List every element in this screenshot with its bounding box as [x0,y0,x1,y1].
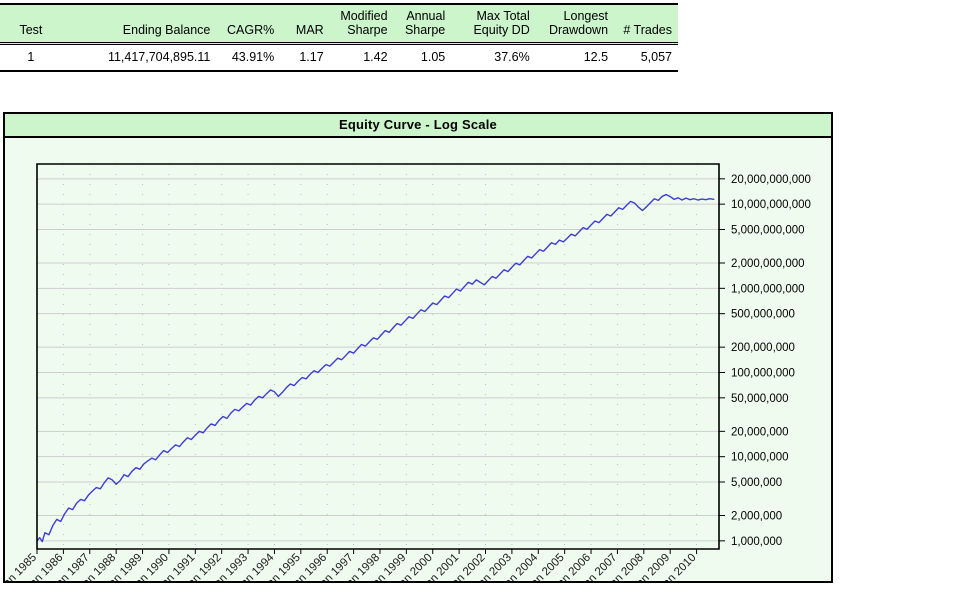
plot-frame [36,163,720,550]
table-row: 1 11,417,704,895.11 43.91% 1.17 1.42 1.0… [0,43,678,72]
y-axis-tick-label: 10,000,000 [731,452,789,464]
equity-curve-line [36,193,715,543]
y-axis-tick-label: 1,000,000,000 [731,283,805,295]
y-axis-tick-label: 5,000,000 [731,477,782,489]
cell-cagr: 43.91% [216,43,281,72]
chart-title-band [5,114,831,138]
cell-mar: 1.17 [280,43,330,72]
column-header-mar: MAR [280,3,330,45]
y-axis-tick-label: 200,000,000 [731,342,795,354]
equity-curve-panel: Equity Curve - Log Scale 20,000,000,000 1… [3,112,833,583]
y-axis-tick-label: 1,000,000 [731,536,782,548]
y-axis-tick-label: 500,000,000 [731,309,795,321]
y-axis-tick-label: 2,000,000,000 [731,258,805,270]
summary-stats-table: Test Ending Balance CAGR% MAR Modified S… [0,3,678,72]
y-axis-tick-label: 100,000,000 [731,368,795,380]
y-axis-tick-label: 20,000,000,000 [731,174,811,186]
column-header-longest-drawdown: Longest Drawdown [535,3,615,45]
equity-curve-plot: 20,000,000,000 10,000,000,000 5,000,000,00… [5,163,811,581]
y-axis-tick-label: 50,000,000 [731,393,789,405]
y-axis-tick-label: 5,000,000,000 [731,224,805,236]
column-header-modified-sharpe: Modified Sharpe [329,3,394,45]
table-header-row: Test Ending Balance CAGR% MAR Modified S… [0,3,678,45]
cell-modified-sharpe: 1.42 [329,43,394,72]
cell-test: 1 [0,43,62,72]
column-header-max-total-equity-dd: Max Total Equity DD [451,3,536,45]
column-header-test: Test [0,3,62,45]
y-axis-tick-label: 20,000,000 [731,426,789,438]
cell-annual-sharpe: 1.05 [393,43,452,72]
y-axis-tick-label: 10,000,000,000 [731,199,811,211]
cell-longest-drawdown: 12.5 [535,43,615,72]
cell-max-total-equity-dd: 37.6% [451,43,536,72]
y-axis-tick-label: 2,000,000 [731,511,782,523]
column-header-cagr: CAGR% [216,3,281,45]
cell-num-trades: 5,057 [614,43,678,72]
column-header-num-trades: # Trades [614,3,678,45]
chart-title: Equity Curve - Log Scale [339,117,497,132]
column-header-ending-balance: Ending Balance [61,3,217,45]
column-header-annual-sharpe: Annual Sharpe [393,3,452,45]
cell-ending-balance: 11,417,704,895.11 [61,43,217,72]
